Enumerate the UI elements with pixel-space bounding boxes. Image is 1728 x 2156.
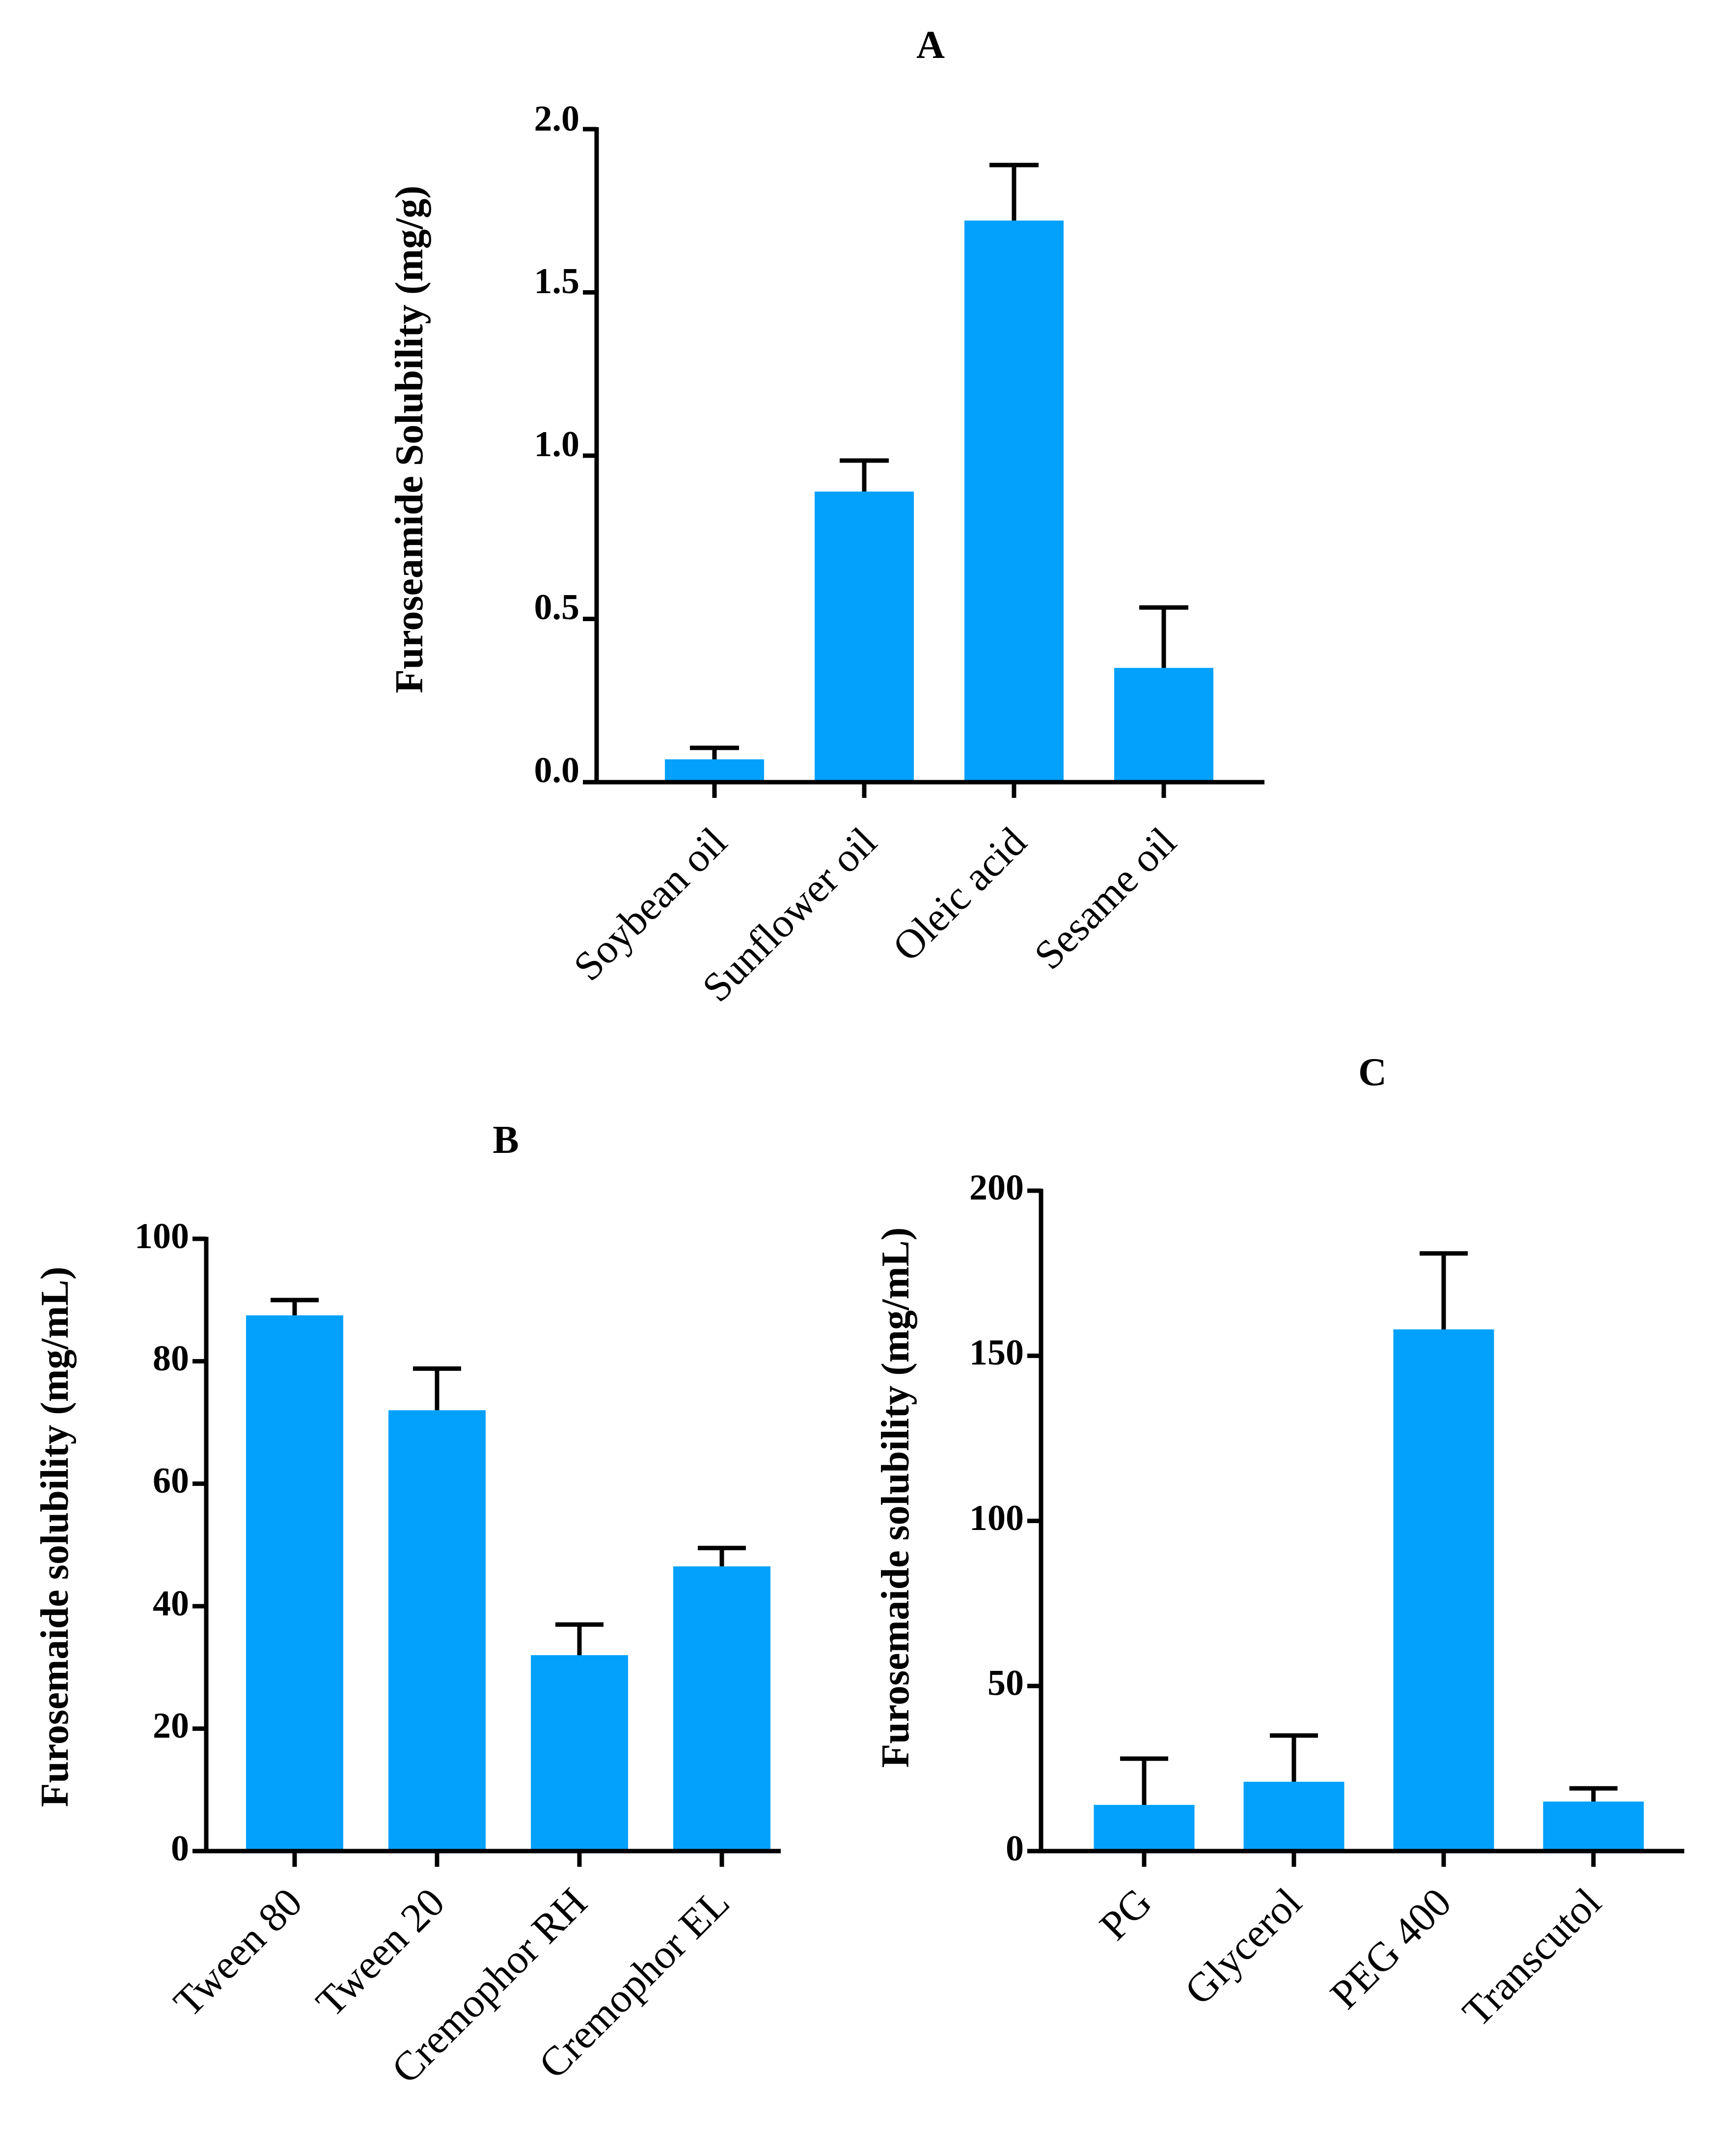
panel-b-y-tick-label: 0 — [171, 1829, 189, 1869]
bar — [1094, 1804, 1195, 1851]
panel-a-plot — [583, 127, 1264, 798]
bar — [673, 1566, 770, 1851]
panel-a-y-tick-label: 1.5 — [534, 261, 580, 301]
panel-a-y-ticks: 0.0 0.5 1.0 1.5 2.0 — [534, 99, 580, 791]
panel-b-title: B — [493, 1119, 519, 1162]
panel-b-plot — [192, 1236, 781, 1867]
panel-a-y-tick-label: 0.5 — [534, 587, 580, 628]
panel-b-y-tick-label: 100 — [135, 1216, 189, 1256]
panel-a-y-tick-label: 1.0 — [534, 424, 580, 464]
panel-b-y-tick-label: 40 — [153, 1583, 189, 1624]
panel-c-y-tick-label: 200 — [969, 1168, 1024, 1208]
bar — [1114, 668, 1213, 782]
panel-b-y-tick-label: 20 — [153, 1706, 189, 1746]
bar — [246, 1315, 343, 1851]
panel-b-y-ticks: 0 20 40 60 80 100 — [135, 1216, 189, 1869]
bar — [388, 1410, 486, 1851]
bar — [1393, 1329, 1494, 1851]
panel-a-title: A — [916, 24, 945, 67]
panel-c-y-ticks: 0 50 100 150 200 — [969, 1168, 1024, 1869]
panel-a-y-tick-label: 2.0 — [534, 99, 580, 139]
panel-c-y-axis-label: Furosemaide solubility (mg/mL) — [874, 1228, 917, 1768]
panel-b-y-tick-label: 80 — [153, 1338, 189, 1379]
panel-c-y-tick-label: 150 — [969, 1333, 1024, 1373]
bar — [1243, 1781, 1344, 1851]
panel-a-y-axis-label: Furoseamide Solubility (mg/g) — [388, 186, 431, 693]
panel-c-title: C — [1358, 1051, 1387, 1094]
panel-c-y-tick-label: 50 — [987, 1663, 1024, 1703]
bar — [665, 759, 764, 782]
bar — [531, 1655, 628, 1851]
panel-b-y-axis-label: Furosemaide solubility (mg/mL) — [33, 1267, 77, 1807]
bar — [815, 491, 914, 782]
panel-a-y-tick-label: 0.0 — [534, 750, 580, 791]
panel-c-plot — [1027, 1188, 1684, 1867]
panel-b-y-tick-label: 60 — [153, 1461, 189, 1501]
bar — [964, 220, 1064, 783]
panel-c-y-tick-label: 100 — [969, 1498, 1024, 1538]
bar — [1543, 1801, 1644, 1851]
panel-c-y-tick-label: 0 — [1006, 1829, 1024, 1869]
